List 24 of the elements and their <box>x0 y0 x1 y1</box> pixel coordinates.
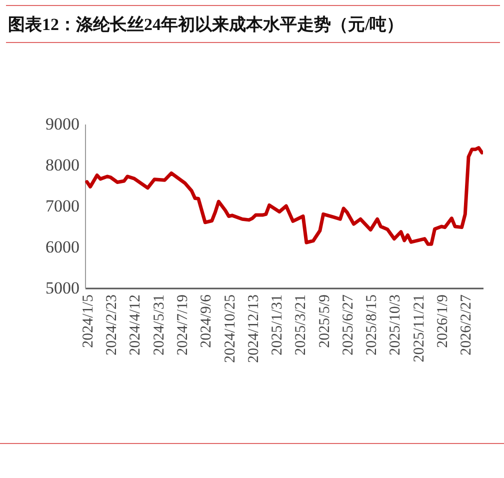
x-tick-label: 2025/5/9 <box>316 294 333 348</box>
x-tick-label: 2025/11/21 <box>411 294 428 362</box>
x-tick-label: 2026/1/9 <box>435 294 452 348</box>
x-tick-label: 2024/10/25 <box>222 294 238 363</box>
x-tick-label: 2025/8/15 <box>364 294 380 356</box>
x-tick-label: 2024/1/5 <box>80 294 96 348</box>
x-tick-label: 2025/1/31 <box>270 294 286 356</box>
x-tick-label: 2024/7/19 <box>174 294 191 356</box>
x-tick-label: 2024/2/23 <box>104 294 120 356</box>
x-tick-label: 2024/5/31 <box>151 294 168 356</box>
x-tick-label: 2024/4/12 <box>128 294 144 356</box>
y-tick-label: 6000 <box>46 238 80 256</box>
x-tick-label: 2025/10/3 <box>388 294 404 356</box>
line-series <box>85 146 483 246</box>
x-tick-label: 2025/6/27 <box>340 294 356 356</box>
x-tick-label: 2026/2/27 <box>458 294 475 356</box>
y-tick-label: 8000 <box>46 156 80 174</box>
y-tick-label: 5000 <box>46 278 80 298</box>
x-tick-label: 2025/3/21 <box>293 294 310 356</box>
x-tick-label: 2024/9/6 <box>198 294 215 348</box>
y-tick-label: 9000 <box>46 114 80 134</box>
y-tick-label: 7000 <box>46 196 80 216</box>
x-tick-label: 2024/12/13 <box>246 294 262 363</box>
chart-title: 图表12：涤纶长丝24年初以来成本水平走势（元/吨） <box>6 5 500 43</box>
